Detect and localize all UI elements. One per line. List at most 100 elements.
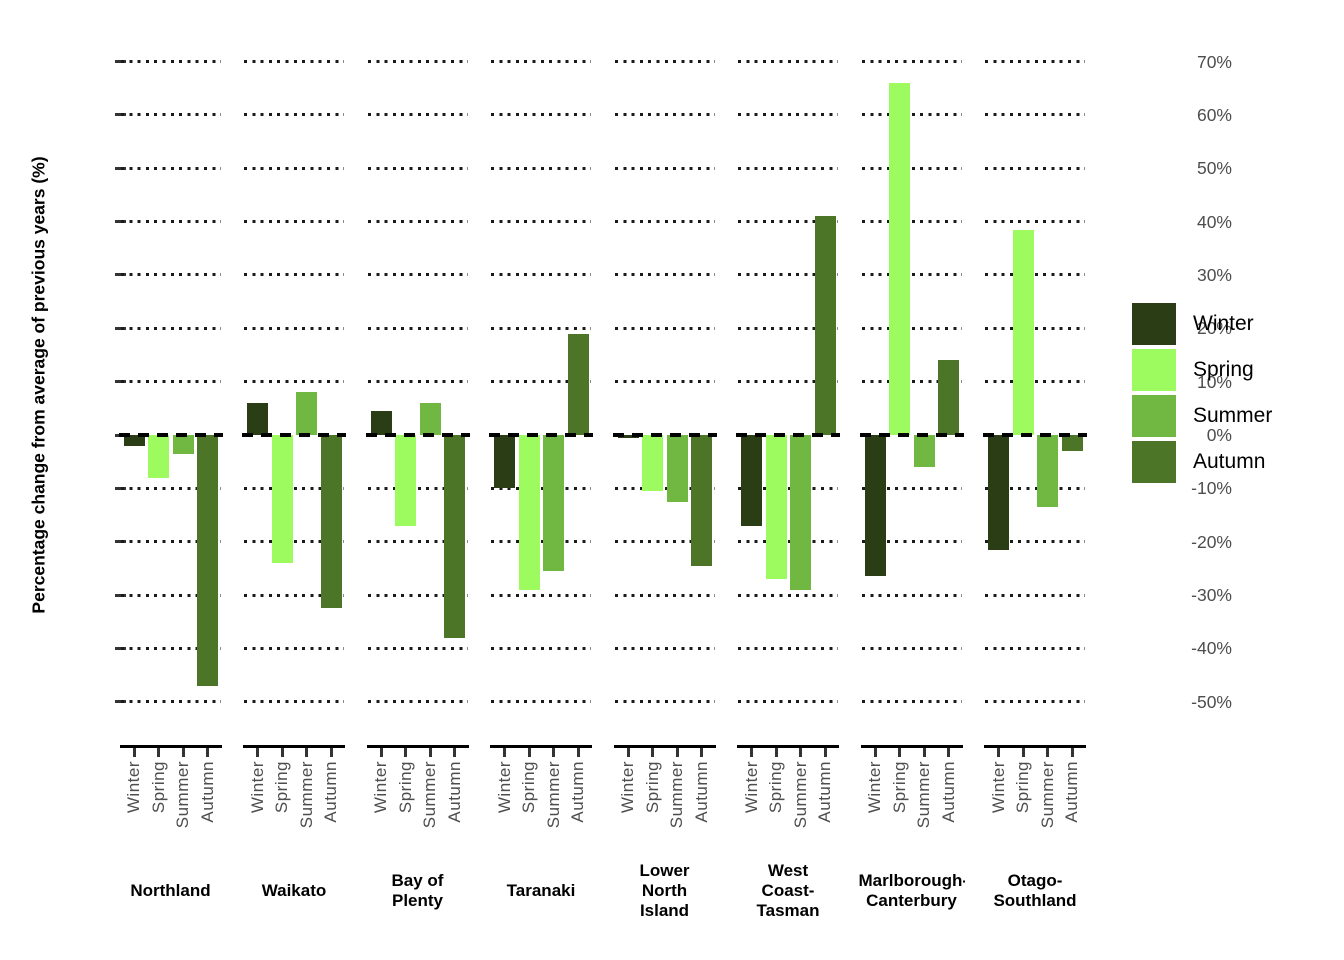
facet-label-line: Tasman xyxy=(756,901,820,920)
x-tick-label-spring: Spring xyxy=(642,761,662,814)
x-axis-tick xyxy=(379,748,383,757)
x-axis-line xyxy=(119,745,222,748)
x-tick-label-summer: Summer xyxy=(790,761,810,829)
bar-taranaki-spring xyxy=(518,435,540,590)
bar-waikato-summer xyxy=(296,392,318,435)
legend-label-winter: Winter xyxy=(1193,312,1254,335)
x-tick-label-winter: Winter xyxy=(371,761,390,814)
y-tick-label: 30% xyxy=(1196,264,1232,285)
zero-line xyxy=(118,433,223,437)
y-tick-label: -10% xyxy=(1191,478,1232,499)
gridline-dotted xyxy=(244,220,344,224)
gridline-dotted xyxy=(614,113,715,117)
x-axis-tick xyxy=(774,748,778,757)
gridline-dotted xyxy=(367,380,468,384)
facet-label-line: Bay of xyxy=(391,871,444,890)
y-tick-label: 0% xyxy=(1206,425,1232,445)
gridline-dotted xyxy=(491,540,591,544)
legend-label-summer: Summer xyxy=(1193,404,1273,427)
gridline-dotted xyxy=(120,60,221,64)
bar-bay-of-plenty-summer xyxy=(419,402,441,435)
x-axis-tick xyxy=(947,748,951,757)
y-tick-label: 40% xyxy=(1196,211,1232,232)
gridline-dotted xyxy=(985,593,1085,597)
bar-northland-spring xyxy=(148,435,170,478)
gridline-dotted xyxy=(614,593,715,597)
gridline-dotted xyxy=(738,60,838,64)
gridline-dotted xyxy=(367,700,468,704)
x-axis-tick xyxy=(576,748,580,757)
x-axis-tick xyxy=(651,748,655,757)
bar-otago-southland-spring xyxy=(1012,229,1034,435)
x-axis-line xyxy=(860,745,963,748)
x-axis-tick xyxy=(750,748,753,757)
bar-northland-winter xyxy=(123,435,145,446)
gridline-dotted xyxy=(738,380,838,384)
facet-label-lower-north-island: Lower North Island xyxy=(612,861,718,921)
gridline-dotted xyxy=(738,540,838,544)
x-axis-line xyxy=(366,745,469,748)
gridline-dotted xyxy=(614,646,715,650)
gridline-dotted xyxy=(614,220,715,224)
facet-panel-bay-of-plenty: Winter Spring Summer Autumn Bay of Plenty xyxy=(365,0,470,960)
bar-bay-of-plenty-spring xyxy=(395,435,417,526)
gridline-dotted xyxy=(861,166,962,170)
zero-line xyxy=(242,433,346,437)
bar-lower-north-island-spring xyxy=(642,435,664,492)
x-axis-tick xyxy=(823,748,827,757)
gridline-dotted xyxy=(367,540,468,544)
x-axis-tick xyxy=(256,748,259,757)
x-tick-label-summer: Summer xyxy=(1037,761,1057,829)
y-axis-title: Percentage change from average of previo… xyxy=(28,156,49,614)
x-axis-tick xyxy=(898,748,902,757)
gridline-dotted xyxy=(491,273,591,277)
y-tick-label: 10% xyxy=(1196,371,1232,392)
gridline-dotted xyxy=(861,326,962,330)
gridline-dotted xyxy=(985,380,1085,384)
x-axis-tick xyxy=(157,748,161,757)
bar-taranaki-winter xyxy=(494,435,515,489)
y-tick-label: 60% xyxy=(1196,104,1232,125)
x-tick-label-autumn: Autumn xyxy=(1062,761,1082,823)
facet-label-line: Coast- xyxy=(761,881,815,900)
bar-marlborough-canterbury-summer xyxy=(913,435,935,467)
gridline-dotted xyxy=(985,540,1085,544)
facet-label-line: Southland xyxy=(993,891,1077,910)
bar-otago-southland-summer xyxy=(1037,435,1059,508)
gridline-dotted xyxy=(491,380,591,384)
facet-label-taranaki: Taranaki xyxy=(488,881,594,901)
gridline-dotted xyxy=(614,486,715,490)
gridline-dotted xyxy=(985,700,1085,704)
gridline-dotted xyxy=(120,700,221,704)
x-tick-label-summer: Summer xyxy=(173,761,193,829)
gridline-dotted xyxy=(244,486,344,490)
x-tick-label-winter: Winter xyxy=(247,761,267,814)
x-axis-tick xyxy=(700,748,704,757)
gridline-dotted xyxy=(985,273,1085,277)
x-axis-line xyxy=(490,745,592,748)
bar-lower-north-island-autumn xyxy=(691,435,713,566)
gridline-dotted xyxy=(861,60,962,64)
x-axis-tick xyxy=(799,748,803,757)
gridline-dotted xyxy=(614,326,715,330)
x-tick-label-autumn: Autumn xyxy=(691,761,711,823)
bar-west-coast-tasman-autumn xyxy=(814,216,836,435)
facet-label-line: Taranaki xyxy=(506,881,576,900)
x-axis-tick xyxy=(305,748,309,757)
facet-label-otago-southland: Otago- Southland xyxy=(982,871,1088,911)
legend-label-spring: Spring xyxy=(1193,358,1254,381)
x-axis-tick xyxy=(206,748,210,757)
gridline-dotted xyxy=(244,380,344,384)
gridline-dotted xyxy=(120,486,221,490)
gridline-dotted xyxy=(244,326,344,330)
legend-item-autumn: Autumn xyxy=(1132,441,1272,483)
facet-panel-marlborough-canterbury: Winter Spring Summer Autumn Marlborough- Cant… xyxy=(858,0,965,960)
facet-label-line: Marlborough- xyxy=(858,871,965,890)
x-axis-tick xyxy=(428,748,432,757)
y-tick-label: -50% xyxy=(1191,691,1232,712)
gridline-dotted xyxy=(861,220,962,224)
x-tick-label-autumn: Autumn xyxy=(444,761,464,823)
gridline-dotted xyxy=(120,326,221,330)
gridline-dotted xyxy=(120,113,221,117)
bar-bay-of-plenty-autumn xyxy=(444,435,466,638)
